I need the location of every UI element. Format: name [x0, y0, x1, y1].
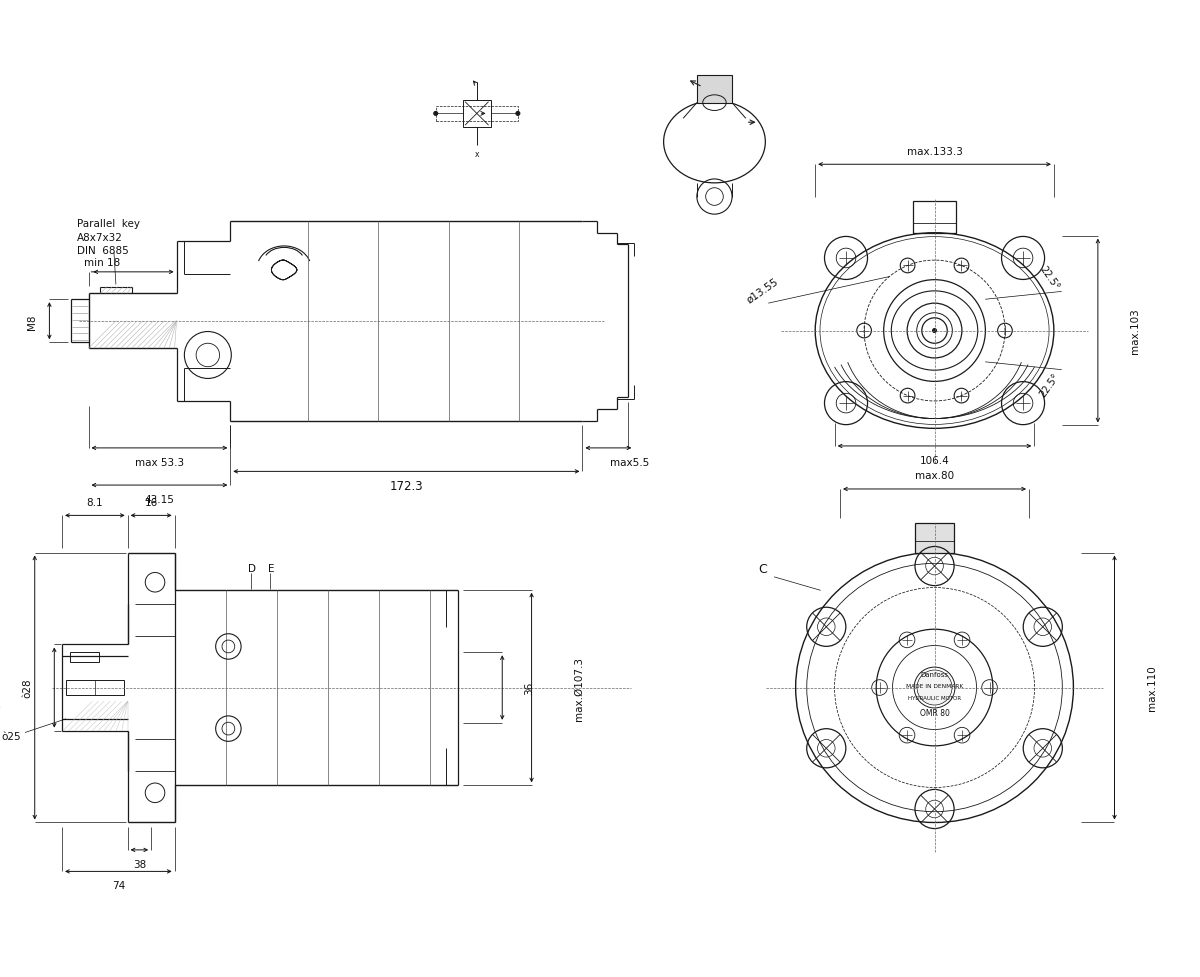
Text: D: D: [248, 564, 256, 573]
Text: 172.3: 172.3: [390, 479, 424, 492]
Text: 74: 74: [112, 880, 125, 890]
Text: max.80: max.80: [914, 471, 954, 481]
Text: max.133.3: max.133.3: [906, 147, 962, 156]
Text: DIN  6885: DIN 6885: [77, 246, 128, 256]
Bar: [463, 101, 491, 128]
Text: x: x: [474, 149, 479, 159]
Text: max.110: max.110: [1147, 665, 1157, 710]
Text: 22.5°: 22.5°: [1037, 371, 1061, 399]
Text: HYDRAULIC MOTOR: HYDRAULIC MOTOR: [908, 695, 961, 701]
Bar: [913, 202, 956, 234]
Text: C: C: [758, 563, 767, 575]
Text: MADE IN DENMARK: MADE IN DENMARK: [906, 683, 964, 689]
Text: E: E: [268, 564, 274, 573]
Bar: [914, 524, 954, 553]
Bar: [66, 680, 124, 696]
Bar: [697, 76, 732, 104]
Text: ò28: ò28: [22, 678, 32, 698]
Text: Danfoss: Danfoss: [920, 671, 948, 677]
Text: A8x7x32: A8x7x32: [77, 233, 122, 242]
Text: OMR 80: OMR 80: [919, 708, 949, 718]
Text: max.Ø107.3: max.Ø107.3: [574, 656, 583, 720]
Circle shape: [516, 112, 520, 116]
Circle shape: [433, 112, 438, 116]
Text: 43.15: 43.15: [144, 494, 174, 504]
Text: M8: M8: [26, 314, 37, 329]
Text: Parallel  key: Parallel key: [77, 219, 139, 229]
Text: 8.1: 8.1: [86, 497, 103, 507]
Bar: [436, 106, 518, 122]
Bar: [70, 652, 100, 662]
Text: max.103: max.103: [1130, 309, 1140, 354]
Text: 106.4: 106.4: [919, 455, 949, 465]
Text: 38: 38: [133, 859, 146, 869]
Text: min 18: min 18: [84, 258, 120, 268]
Text: ò25: ò25: [1, 732, 22, 742]
Text: ø13.55: ø13.55: [745, 276, 780, 305]
Text: 36: 36: [524, 681, 535, 695]
Text: max5.5: max5.5: [611, 457, 649, 467]
Text: 16: 16: [144, 497, 157, 507]
Text: 22.5°: 22.5°: [1037, 264, 1061, 291]
Text: max 53.3: max 53.3: [134, 457, 184, 467]
Text: ø82.55: ø82.55: [0, 669, 2, 706]
Circle shape: [932, 329, 936, 333]
Circle shape: [917, 670, 952, 705]
